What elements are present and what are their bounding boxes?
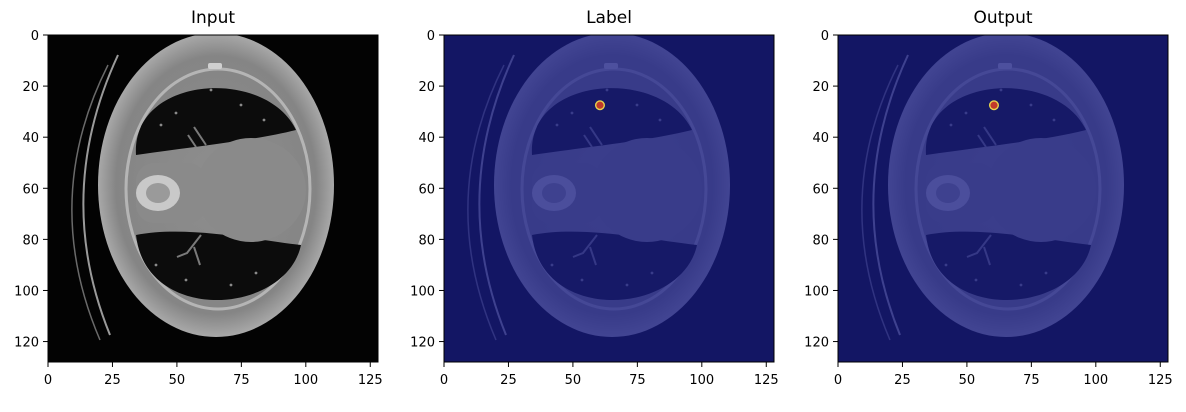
y-tick-label: 60 bbox=[812, 182, 829, 197]
panel-output: Output 0 25 50 75 100 125 0 20 40 60 80 100 120 bbox=[790, 0, 1180, 412]
sternum bbox=[208, 63, 222, 69]
panel-label: Label 0 25 50 75 100 125 0 20 40 60 80 100 120 bbox=[396, 0, 786, 412]
vessel-dot bbox=[154, 263, 158, 267]
x-tick-label: 125 bbox=[1148, 373, 1173, 388]
panel-title: Input bbox=[190, 8, 236, 28]
lesion-mask bbox=[596, 101, 604, 109]
y-tick-label: 0 bbox=[31, 29, 39, 44]
x-tick-label: 50 bbox=[169, 373, 186, 388]
y-tick-label: 120 bbox=[410, 336, 435, 351]
y-tick-label: 100 bbox=[14, 284, 39, 299]
vessel-dot bbox=[254, 271, 258, 275]
vessel-dot bbox=[229, 283, 233, 287]
panel-title: Output bbox=[973, 8, 1033, 28]
y-tick-label: 100 bbox=[804, 284, 829, 299]
y-tick-label: 40 bbox=[418, 131, 435, 146]
ct-image-plot: 0 25 50 75 100 125 0 20 40 60 80 100 120 bbox=[804, 29, 1173, 388]
y-tick-label: 120 bbox=[804, 336, 829, 351]
x-tick-label: 50 bbox=[565, 373, 582, 388]
x-tick-label: 125 bbox=[358, 373, 383, 388]
y-tick-label: 60 bbox=[418, 182, 435, 197]
axes-frame bbox=[443, 34, 775, 363]
panel-input: Input 0 25 50 75 100 125 0 20 40 60 80 100 120 bbox=[0, 0, 390, 412]
scanner-table-arc bbox=[82, 54, 119, 336]
x-tick-label: 25 bbox=[894, 373, 911, 388]
x-tick-label: 0 bbox=[44, 373, 52, 388]
axes-frame bbox=[837, 34, 1169, 363]
lesion-mask bbox=[990, 101, 998, 109]
x-tick-label: 25 bbox=[500, 373, 517, 388]
ct-scan-image bbox=[444, 35, 774, 362]
ct-scan-image bbox=[48, 35, 378, 362]
y-tick-label: 40 bbox=[812, 131, 829, 146]
x-tick-label: 100 bbox=[689, 373, 714, 388]
y-tick-label: 20 bbox=[22, 80, 39, 95]
axes-frame bbox=[47, 34, 379, 363]
y-tick-label: 80 bbox=[812, 233, 829, 248]
x-tick-label: 0 bbox=[440, 373, 448, 388]
y-tick-label: 0 bbox=[427, 29, 435, 44]
ct-image-plot: 0 25 50 75 100 125 0 20 40 60 80 100 120 bbox=[14, 29, 383, 388]
ct-scan-image bbox=[838, 35, 1168, 362]
y-tick-label: 40 bbox=[22, 131, 39, 146]
x-tick-label: 75 bbox=[1023, 373, 1040, 388]
vessel-dot bbox=[262, 118, 266, 122]
x-tick-label: 125 bbox=[754, 373, 779, 388]
y-tick-label: 60 bbox=[22, 182, 39, 197]
heart bbox=[196, 138, 306, 242]
segmentation-overlay bbox=[838, 35, 1168, 362]
bronchus bbox=[187, 126, 207, 148]
x-tick-label: 100 bbox=[1083, 373, 1108, 388]
x-tick-label: 75 bbox=[629, 373, 646, 388]
x-tick-label: 100 bbox=[293, 373, 318, 388]
x-tick-label: 50 bbox=[959, 373, 976, 388]
scanner-table-arc bbox=[71, 64, 109, 341]
lower-lung bbox=[136, 231, 301, 300]
y-tick-label: 20 bbox=[418, 80, 435, 95]
vessel-dot bbox=[184, 278, 188, 282]
y-tick-label: 0 bbox=[821, 29, 829, 44]
vessel-dot bbox=[209, 88, 213, 92]
y-tick-label: 100 bbox=[410, 284, 435, 299]
ct-image-plot: 0 25 50 75 100 125 0 20 40 60 80 100 120 bbox=[410, 29, 779, 388]
upper-lung bbox=[135, 88, 296, 155]
x-tick-label: 75 bbox=[233, 373, 250, 388]
spine-core bbox=[146, 183, 170, 203]
vessel-dot bbox=[239, 103, 243, 107]
bronchus bbox=[176, 234, 202, 266]
vessel-dot bbox=[159, 123, 163, 127]
segmentation-overlay bbox=[444, 35, 774, 362]
y-tick-label: 120 bbox=[14, 336, 39, 351]
y-tick-label: 80 bbox=[418, 233, 435, 248]
x-tick-label: 25 bbox=[104, 373, 121, 388]
x-tick-label: 0 bbox=[834, 373, 842, 388]
y-tick-label: 20 bbox=[812, 80, 829, 95]
y-tick-label: 80 bbox=[22, 233, 39, 248]
panel-title: Label bbox=[586, 8, 632, 28]
vessel-dot bbox=[174, 111, 178, 115]
